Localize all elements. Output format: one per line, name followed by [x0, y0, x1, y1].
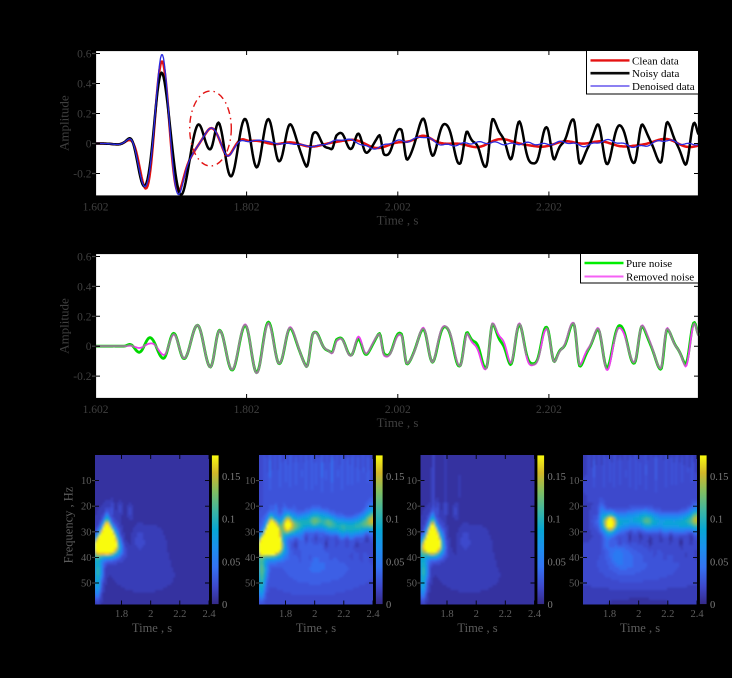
svg-text:30: 30 [569, 527, 580, 538]
svg-text:2.002: 2.002 [385, 202, 411, 214]
svg-text:30: 30 [407, 527, 418, 538]
svg-text:0.05: 0.05 [222, 557, 240, 568]
svg-text:Amplitude: Amplitude [57, 95, 72, 151]
svg-text:0.4: 0.4 [77, 281, 92, 293]
svg-text:40: 40 [81, 553, 92, 564]
svg-text:2.4: 2.4 [366, 609, 380, 620]
svg-text:0.15: 0.15 [386, 472, 404, 483]
svg-text:10: 10 [569, 476, 580, 487]
svg-text:0.05: 0.05 [548, 557, 566, 568]
svg-text:2.002: 2.002 [385, 404, 411, 416]
svg-text:Denoised data: Denoised data [632, 81, 695, 93]
svg-text:30: 30 [245, 527, 256, 538]
svg-text:1.602: 1.602 [83, 202, 109, 214]
svg-text:0.05: 0.05 [386, 557, 404, 568]
svg-text:Time , s: Time , s [457, 621, 497, 635]
svg-text:20: 20 [569, 502, 580, 513]
svg-text:Amplitude: Amplitude [57, 298, 72, 354]
svg-text:2.2: 2.2 [337, 609, 350, 620]
svg-text:0.6: 0.6 [77, 49, 92, 61]
svg-text:2.2: 2.2 [661, 609, 674, 620]
svg-text:10: 10 [81, 476, 92, 487]
svg-text:0.15: 0.15 [222, 472, 240, 483]
svg-text:20: 20 [245, 502, 256, 513]
svg-text:-0.2: -0.2 [73, 169, 91, 181]
svg-text:20: 20 [407, 502, 418, 513]
svg-text:1.8: 1.8 [279, 609, 292, 620]
svg-text:40: 40 [407, 553, 418, 564]
svg-text:1.802: 1.802 [234, 202, 260, 214]
svg-text:0: 0 [548, 600, 553, 611]
svg-text:0.1: 0.1 [710, 515, 723, 526]
svg-text:50: 50 [245, 579, 256, 590]
svg-text:0: 0 [386, 600, 391, 611]
svg-text:Time , s: Time , s [377, 415, 419, 430]
svg-text:Frequency , Hz: Frequency , Hz [62, 486, 76, 563]
svg-text:40: 40 [245, 553, 256, 564]
svg-text:0.1: 0.1 [386, 515, 399, 526]
svg-text:1.802: 1.802 [234, 404, 260, 416]
svg-text:2.202: 2.202 [536, 202, 562, 214]
svg-text:30: 30 [81, 527, 92, 538]
svg-text:0.2: 0.2 [77, 109, 92, 121]
svg-text:2: 2 [474, 609, 479, 620]
svg-text:2: 2 [636, 609, 641, 620]
svg-text:2: 2 [312, 609, 317, 620]
svg-text:1.602: 1.602 [83, 404, 109, 416]
svg-text:Pure noise: Pure noise [626, 258, 672, 270]
svg-text:2: 2 [148, 609, 153, 620]
svg-text:Noisy data: Noisy data [632, 68, 679, 80]
svg-text:Time , s: Time , s [377, 213, 419, 228]
svg-text:0.6: 0.6 [77, 252, 92, 264]
svg-text:2.202: 2.202 [536, 404, 562, 416]
svg-text:0.4: 0.4 [77, 79, 92, 91]
svg-text:0.15: 0.15 [710, 472, 728, 483]
svg-text:Removed noise: Removed noise [626, 272, 694, 284]
svg-text:0.05: 0.05 [710, 557, 728, 568]
svg-text:0: 0 [222, 600, 227, 611]
svg-text:0: 0 [710, 600, 715, 611]
svg-text:50: 50 [81, 579, 92, 590]
svg-text:20: 20 [81, 502, 92, 513]
svg-text:Time , s: Time , s [620, 621, 660, 635]
svg-text:Time , s: Time , s [132, 621, 172, 635]
svg-text:Time , s: Time , s [296, 621, 336, 635]
svg-text:0.1: 0.1 [548, 515, 561, 526]
svg-text:50: 50 [569, 579, 580, 590]
svg-text:0.1: 0.1 [222, 515, 235, 526]
svg-text:10: 10 [407, 476, 418, 487]
svg-text:0: 0 [86, 139, 92, 151]
svg-text:2.2: 2.2 [173, 609, 186, 620]
svg-text:2.4: 2.4 [528, 609, 542, 620]
svg-text:1.8: 1.8 [115, 609, 128, 620]
svg-text:40: 40 [569, 553, 580, 564]
svg-text:1.8: 1.8 [603, 609, 616, 620]
svg-text:50: 50 [407, 579, 418, 590]
svg-text:0.2: 0.2 [77, 311, 92, 323]
svg-text:-0.2: -0.2 [73, 371, 91, 383]
svg-text:1.8: 1.8 [440, 609, 453, 620]
svg-text:2.4: 2.4 [202, 609, 216, 620]
svg-text:10: 10 [245, 476, 256, 487]
svg-text:Clean data: Clean data [632, 55, 679, 67]
svg-text:2.2: 2.2 [499, 609, 512, 620]
svg-text:0: 0 [86, 341, 92, 353]
svg-text:0.15: 0.15 [548, 472, 566, 483]
svg-text:2.4: 2.4 [690, 609, 704, 620]
